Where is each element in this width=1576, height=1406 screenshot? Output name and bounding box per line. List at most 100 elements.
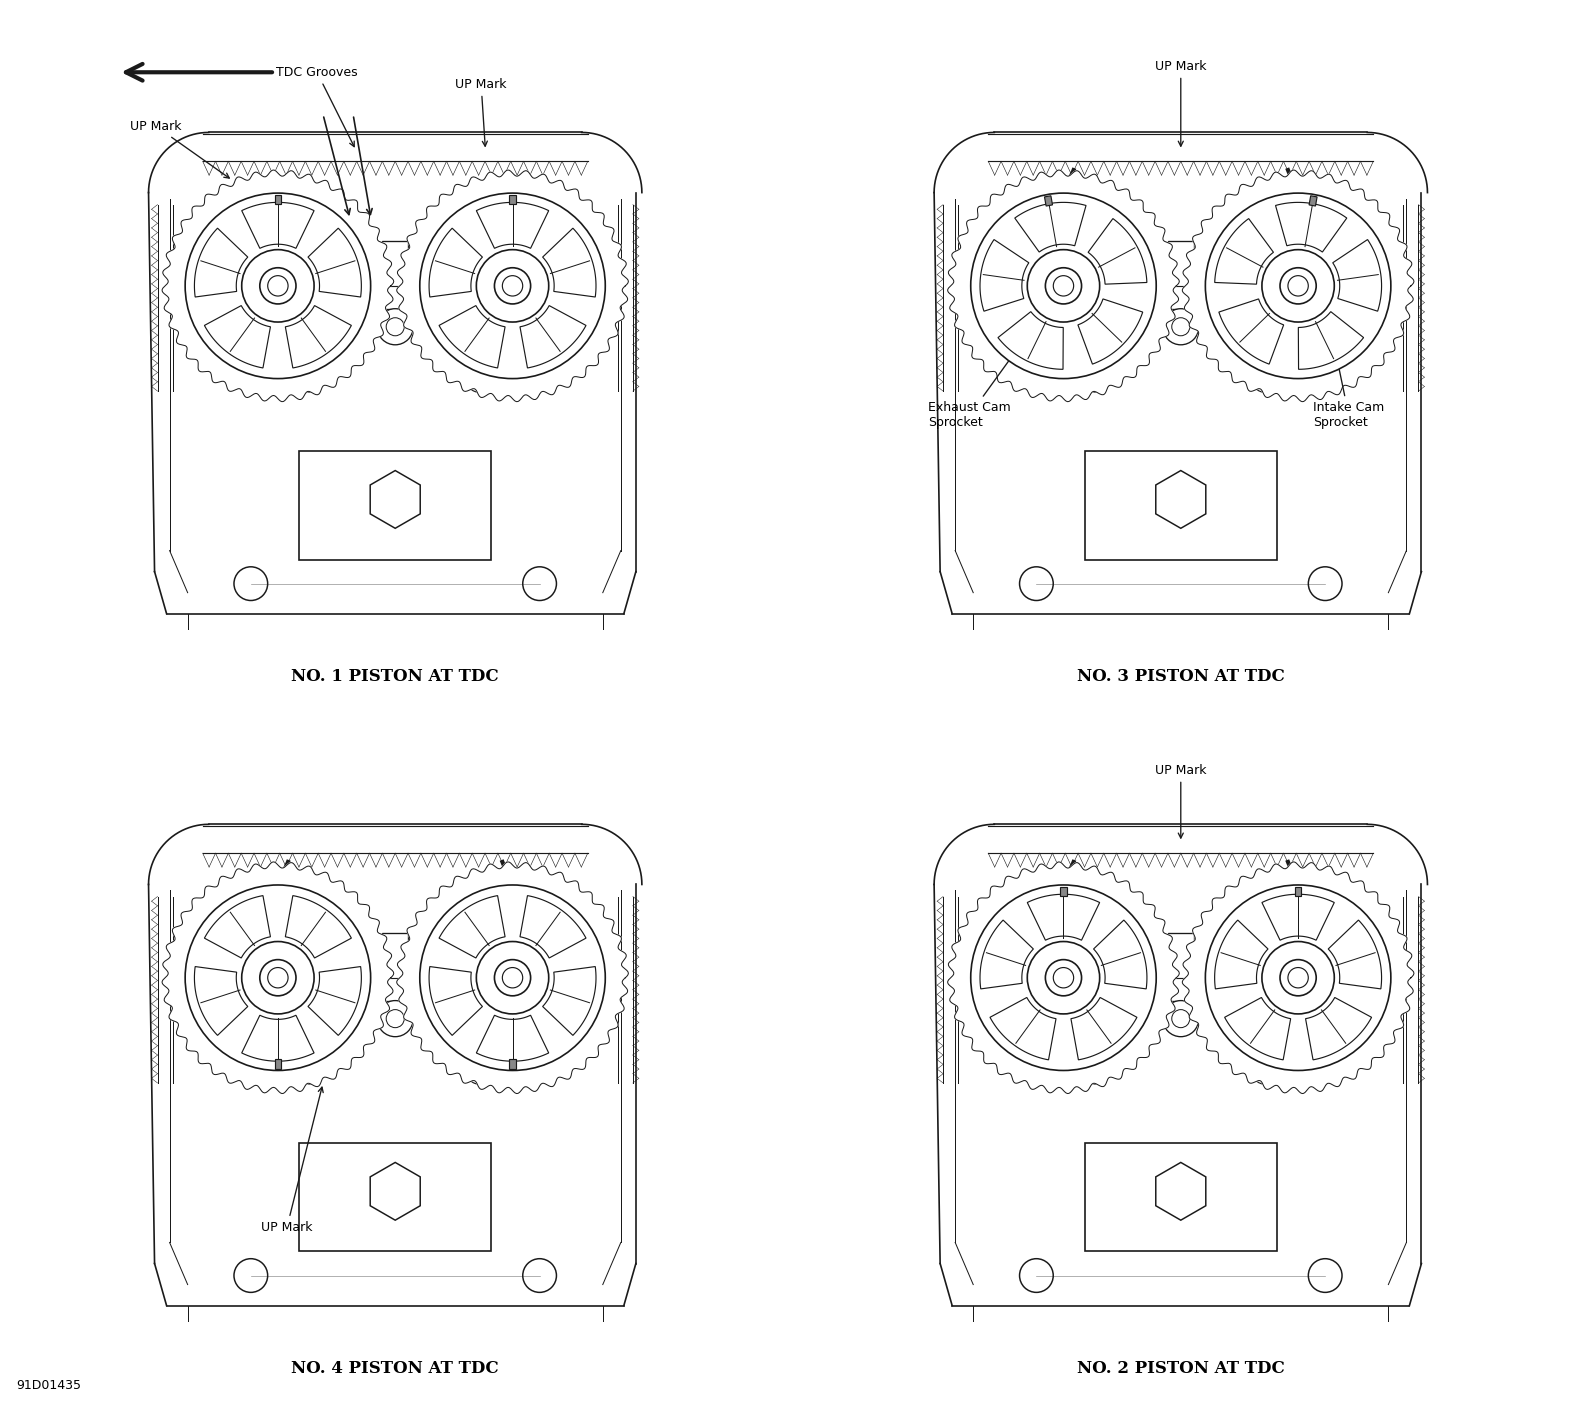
Polygon shape [1215, 218, 1273, 284]
Bar [299, 1143, 492, 1251]
Circle shape [184, 884, 370, 1070]
Polygon shape [509, 195, 515, 204]
Circle shape [1028, 942, 1100, 1014]
Polygon shape [205, 896, 271, 957]
Circle shape [1308, 567, 1343, 600]
Circle shape [1262, 942, 1335, 1014]
Polygon shape [440, 896, 504, 957]
Polygon shape [1087, 218, 1147, 284]
Bar [1084, 1143, 1277, 1251]
Polygon shape [947, 170, 1179, 402]
Circle shape [523, 567, 556, 600]
Polygon shape [285, 896, 351, 957]
Polygon shape [476, 1015, 548, 1062]
Circle shape [298, 1057, 325, 1084]
Polygon shape [1015, 202, 1086, 252]
Polygon shape [980, 920, 1034, 988]
Circle shape [466, 366, 493, 392]
Text: TDC Grooves: TDC Grooves [276, 66, 358, 146]
Circle shape [1045, 960, 1081, 995]
Circle shape [1251, 1057, 1278, 1084]
Circle shape [1206, 193, 1392, 378]
Text: NO. 1 PISTON AT TDC: NO. 1 PISTON AT TDC [292, 668, 500, 685]
Circle shape [1280, 267, 1316, 304]
Bar [1168, 932, 1195, 1001]
Circle shape [476, 250, 548, 322]
Circle shape [523, 1258, 556, 1292]
Polygon shape [429, 228, 482, 297]
Text: NO. 4 PISTON AT TDC: NO. 4 PISTON AT TDC [292, 1360, 500, 1376]
Polygon shape [1333, 239, 1382, 311]
Circle shape [1163, 1001, 1199, 1036]
Bar [381, 932, 408, 1001]
Circle shape [233, 1258, 268, 1292]
Bar [1168, 240, 1195, 309]
Polygon shape [1182, 170, 1414, 402]
Circle shape [495, 960, 531, 995]
Polygon shape [397, 170, 629, 402]
Circle shape [466, 1057, 493, 1084]
Circle shape [184, 193, 370, 378]
Circle shape [1251, 366, 1278, 392]
Polygon shape [162, 170, 394, 402]
Circle shape [1020, 1258, 1053, 1292]
Polygon shape [520, 305, 586, 368]
Polygon shape [542, 228, 596, 297]
Polygon shape [1061, 887, 1067, 896]
Polygon shape [1182, 862, 1414, 1094]
Polygon shape [1262, 894, 1335, 941]
Polygon shape [990, 997, 1056, 1060]
Polygon shape [307, 966, 361, 1035]
Text: NO. 3 PISTON AT TDC: NO. 3 PISTON AT TDC [1076, 668, 1284, 685]
Polygon shape [429, 966, 482, 1035]
Polygon shape [440, 305, 504, 368]
Polygon shape [274, 195, 281, 204]
Polygon shape [1072, 997, 1136, 1060]
Polygon shape [476, 202, 548, 249]
Circle shape [241, 250, 314, 322]
Polygon shape [241, 202, 314, 249]
Circle shape [971, 884, 1157, 1070]
Polygon shape [307, 228, 361, 297]
Polygon shape [241, 1015, 314, 1062]
Bar [1084, 451, 1277, 560]
Polygon shape [1329, 920, 1382, 988]
Polygon shape [980, 239, 1029, 311]
Polygon shape [1094, 920, 1147, 988]
Polygon shape [1295, 887, 1302, 896]
Polygon shape [162, 862, 394, 1094]
Circle shape [419, 193, 605, 378]
Text: UP Mark: UP Mark [1155, 763, 1207, 838]
Polygon shape [1310, 195, 1318, 207]
Circle shape [241, 942, 314, 1014]
Circle shape [377, 309, 413, 344]
Circle shape [1028, 250, 1100, 322]
Polygon shape [947, 862, 1179, 1094]
Polygon shape [998, 312, 1064, 370]
Text: UP Mark: UP Mark [455, 77, 507, 146]
Circle shape [233, 567, 268, 600]
Circle shape [260, 267, 296, 304]
Bar [381, 240, 408, 309]
Polygon shape [520, 896, 586, 957]
Circle shape [971, 193, 1157, 378]
Text: Intake Cam
Sprocket: Intake Cam Sprocket [1313, 335, 1384, 429]
Circle shape [298, 366, 325, 392]
Polygon shape [194, 228, 247, 297]
Circle shape [377, 1001, 413, 1036]
Polygon shape [194, 966, 247, 1035]
Polygon shape [509, 1059, 515, 1069]
Text: UP Mark: UP Mark [1155, 59, 1207, 146]
Polygon shape [542, 966, 596, 1035]
Polygon shape [1045, 195, 1053, 207]
Text: 91D01435: 91D01435 [16, 1379, 80, 1392]
Polygon shape [397, 862, 629, 1094]
Circle shape [1083, 366, 1110, 392]
Polygon shape [1275, 202, 1347, 252]
Circle shape [1280, 960, 1316, 995]
Polygon shape [1225, 997, 1291, 1060]
Polygon shape [1078, 299, 1143, 364]
Circle shape [1308, 1258, 1343, 1292]
Text: UP Mark: UP Mark [131, 120, 229, 179]
Polygon shape [1028, 894, 1100, 941]
